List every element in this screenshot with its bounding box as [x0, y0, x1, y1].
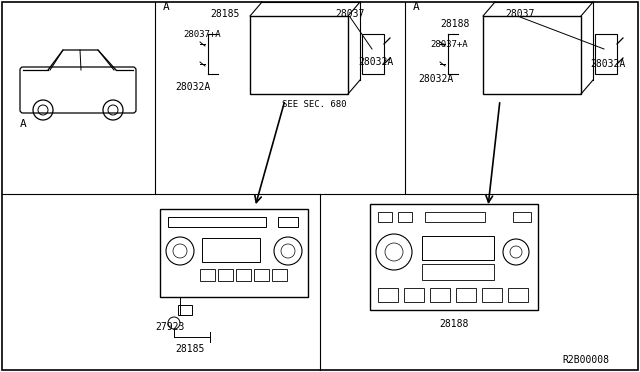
Bar [168, 217, 266, 227]
Text: 28185: 28185 [210, 9, 239, 19]
Bar [508, 288, 528, 302]
Text: 28037+A: 28037+A [430, 39, 468, 48]
Bar [398, 212, 412, 222]
Bar [404, 288, 424, 302]
Text: 28037: 28037 [505, 9, 534, 19]
Bar [250, 16, 348, 94]
Bar [513, 212, 531, 222]
Bar [236, 269, 251, 281]
Text: A: A [20, 119, 26, 129]
Bar [422, 236, 494, 260]
Bar [425, 212, 485, 222]
Bar [278, 217, 298, 227]
Bar [378, 288, 398, 302]
Text: 28185: 28185 [175, 344, 205, 354]
Text: 28188: 28188 [439, 319, 468, 329]
Bar [483, 16, 581, 94]
Text: A: A [413, 2, 420, 12]
FancyBboxPatch shape [20, 67, 136, 113]
Bar [595, 34, 617, 74]
Bar [254, 269, 269, 281]
Bar [362, 34, 384, 74]
Text: A: A [163, 2, 170, 12]
Text: 28032A: 28032A [590, 59, 625, 69]
Text: 28032A: 28032A [358, 57, 393, 67]
Bar [178, 305, 192, 315]
Bar [218, 269, 233, 281]
Bar [202, 238, 260, 262]
Text: 28032A: 28032A [418, 74, 453, 84]
Text: 28037: 28037 [335, 9, 364, 19]
Bar [370, 204, 538, 310]
Bar [430, 288, 450, 302]
Text: SEE SEC. 680: SEE SEC. 680 [282, 99, 346, 109]
Bar [482, 288, 502, 302]
Text: 27923: 27923 [155, 322, 184, 332]
Text: 28032A: 28032A [175, 82, 211, 92]
Bar [160, 209, 308, 297]
Text: R2B00008: R2B00008 [562, 355, 609, 365]
Bar [200, 269, 215, 281]
Bar [456, 288, 476, 302]
Text: 28037+A: 28037+A [183, 29, 221, 38]
Bar [378, 212, 392, 222]
Bar [272, 269, 287, 281]
Text: 28188: 28188 [440, 19, 469, 29]
Bar [422, 264, 494, 280]
